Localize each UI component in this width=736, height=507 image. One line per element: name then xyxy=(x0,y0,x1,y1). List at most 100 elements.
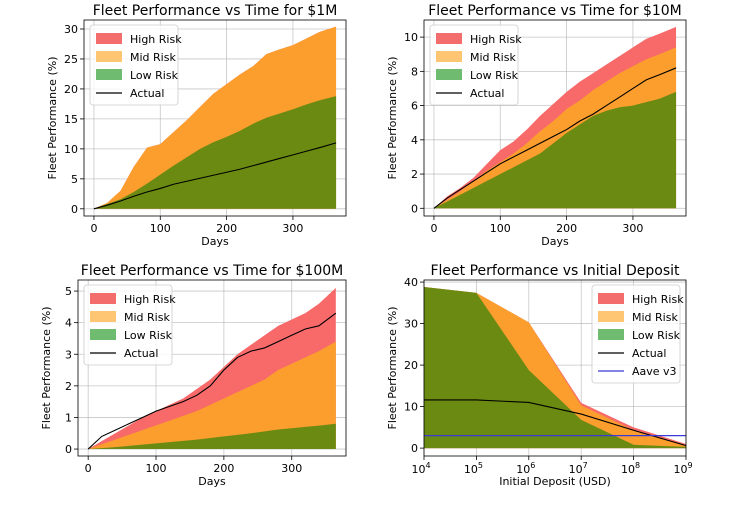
actual-line xyxy=(424,399,687,447)
y-tick-label: 0 xyxy=(71,203,78,216)
legend-label: Low Risk xyxy=(130,69,179,82)
legend-label: High Risk xyxy=(470,33,522,46)
chart-4: 104 105 106 107 108 109 0 10 20 30 40 Fleet Perform… xyxy=(386,263,693,488)
legend-label: Actual xyxy=(470,87,504,100)
x-tick-label: 100 xyxy=(490,222,511,235)
x-tick-label: 109 xyxy=(673,461,692,476)
legend-box xyxy=(83,284,173,366)
x-tick-label: 200 xyxy=(213,462,234,475)
x-axis-label: Initial Deposit (USD) xyxy=(499,475,611,488)
x-axis-label: Days xyxy=(201,235,229,248)
legend-label: Mid Risk xyxy=(130,51,176,64)
y-axis-label: Fleet Performance (%) xyxy=(40,307,53,430)
y-tick-label: 8 xyxy=(411,65,418,78)
axes-frame xyxy=(83,19,347,217)
y-tick-label: 2 xyxy=(411,168,418,181)
y-tick-label: 25 xyxy=(64,53,78,66)
y-tick-label: 6 xyxy=(411,100,418,113)
x-axis-label: Days xyxy=(198,475,226,488)
y-tick-label: 10 xyxy=(64,143,78,156)
low-risk-area xyxy=(433,91,677,209)
y-tick-label: 20 xyxy=(404,359,418,372)
mid-risk-area xyxy=(88,341,336,450)
y-axis-label: Fleet Performance (%) xyxy=(386,57,399,180)
low-risk-area xyxy=(93,96,337,209)
x-tick-label: 108 xyxy=(621,461,640,476)
legend-label: Low Risk xyxy=(470,69,519,82)
y-tick-label: 5 xyxy=(65,285,72,298)
axes-frame xyxy=(423,19,687,217)
legend-swatch xyxy=(90,329,116,340)
legend: High Risk Mid Risk Low Risk Actual xyxy=(89,24,182,106)
x-tick-label: 0 xyxy=(430,222,437,235)
legend-swatch xyxy=(436,69,462,80)
legend-swatch xyxy=(96,33,122,44)
x-tick-label: 0 xyxy=(90,222,97,235)
x-tick-label: 100 xyxy=(150,222,171,235)
legend: High Risk Mid Risk Low Risk Actual xyxy=(429,24,522,106)
y-tick-label: 0 xyxy=(65,443,72,456)
legend-box xyxy=(591,284,681,384)
legend-swatch xyxy=(598,311,624,322)
x-tick-label: 300 xyxy=(282,222,303,235)
legend-label: Mid Risk xyxy=(124,311,170,324)
y-tick-label: 3 xyxy=(65,348,72,361)
y-tick-label: 4 xyxy=(411,134,418,147)
x-tick-label: 106 xyxy=(516,461,535,476)
legend-swatch xyxy=(96,51,122,62)
y-tick-label: 20 xyxy=(64,83,78,96)
legend-label: Actual xyxy=(130,87,164,100)
y-tick-label: 10 xyxy=(404,31,418,44)
legend: High Risk Mid Risk Low Risk Actual xyxy=(83,284,176,366)
legend-swatch xyxy=(436,51,462,62)
actual-line xyxy=(93,142,337,210)
x-tick-label: 200 xyxy=(556,222,577,235)
legend-label: Aave v3 xyxy=(632,365,677,378)
x-tick-label: 0 xyxy=(85,462,92,475)
x-tick-label: 104 xyxy=(411,461,430,476)
y-tick-label: 0 xyxy=(411,202,418,215)
y-axis-label: Fleet Performance (%) xyxy=(46,57,59,180)
y-tick-label: 4 xyxy=(65,317,72,330)
legend-label: Low Risk xyxy=(632,329,681,342)
y-tick-label: 2 xyxy=(65,380,72,393)
y-tick-label: 5 xyxy=(71,173,78,186)
legend-box xyxy=(429,24,519,106)
low-risk-area xyxy=(424,287,686,449)
x-tick-label: 200 xyxy=(216,222,237,235)
x-tick-label: 107 xyxy=(569,461,588,476)
chart-title: Fleet Performance vs Time for $10M xyxy=(428,3,682,19)
legend-label: Mid Risk xyxy=(632,311,678,324)
legend-label: Mid Risk xyxy=(470,51,516,64)
legend-label: Actual xyxy=(124,347,158,360)
legend-label: High Risk xyxy=(632,293,684,306)
legend: High Risk Mid Risk Low Risk Actual Aave v3 xyxy=(591,284,684,384)
axes-frame xyxy=(77,279,347,457)
actual-line xyxy=(87,312,337,450)
legend-swatch xyxy=(90,293,116,304)
chart-title: Fleet Performance vs Time for $1M xyxy=(93,3,338,19)
x-tick-label: 300 xyxy=(281,462,302,475)
y-tick-label: 1 xyxy=(65,411,72,424)
y-tick-label: 30 xyxy=(404,318,418,331)
chart-1: 0 100 200 300 0 5 10 15 20 25 30 Fleet Performance … xyxy=(46,3,347,248)
legend-label: Actual xyxy=(632,347,666,360)
y-tick-label: 0 xyxy=(411,442,418,455)
legend-swatch xyxy=(598,293,624,304)
legend-swatch xyxy=(598,329,624,340)
axes-frame xyxy=(423,279,687,457)
y-axis-label: Fleet Performance (%) xyxy=(386,307,399,430)
legend-swatch xyxy=(96,69,122,80)
legend-label: High Risk xyxy=(130,33,182,46)
y-tick-label: 30 xyxy=(64,23,78,36)
y-tick-label: 40 xyxy=(404,276,418,289)
x-tick-label: 105 xyxy=(464,461,483,476)
legend-label: Low Risk xyxy=(124,329,173,342)
legend-swatch xyxy=(90,311,116,322)
chart-3: 0 100 200 300 0 1 2 3 4 5 Fleet Performance vs Tim… xyxy=(40,263,347,488)
legend-box xyxy=(89,24,179,106)
y-tick-label: 10 xyxy=(404,401,418,414)
chart-title: Fleet Performance vs Initial Deposit xyxy=(430,263,680,279)
x-axis-label: Days xyxy=(541,235,569,248)
